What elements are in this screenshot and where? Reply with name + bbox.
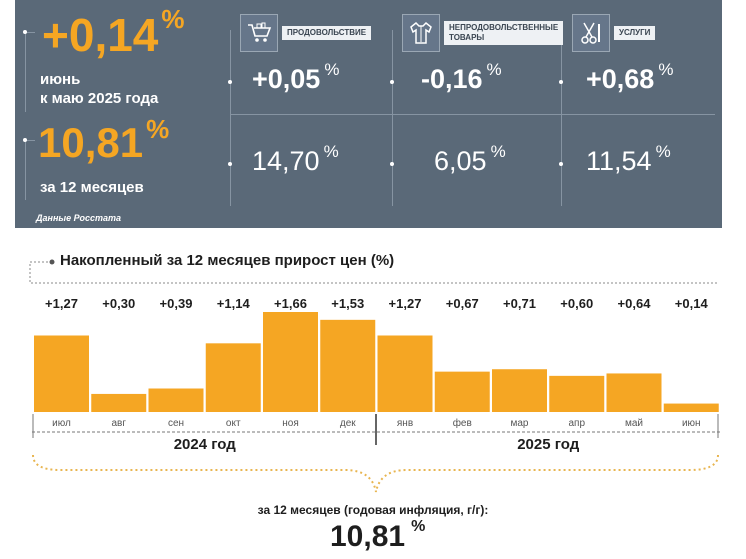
divider: [561, 30, 562, 206]
bar-авг: [91, 393, 147, 412]
marker-dot: [390, 162, 394, 166]
marker-dot: [559, 80, 563, 84]
bar-июн: [663, 403, 719, 412]
data-label-окт: +1,14: [217, 296, 251, 311]
annual-change-value: 10,81%: [38, 114, 170, 166]
month-label-дек: дек: [340, 418, 356, 429]
category-services-header: УСЛУГИ: [572, 14, 656, 52]
data-label-янв: +1,27: [389, 296, 422, 311]
bar-дек: [320, 319, 376, 412]
marker-dot: [23, 30, 27, 34]
annual-change-label: за 12 месяцев: [40, 179, 144, 196]
data-label-дек: +1,53: [331, 296, 364, 311]
month-label-июл: июл: [52, 418, 71, 429]
category-food-label: ПРОДОВОЛЬСТВИЕ: [282, 26, 372, 40]
category-nonfood-label: НЕПРОДОВОЛЬСТВЕННЫЕ ТОВАРЫ: [444, 21, 564, 45]
divider: [25, 140, 26, 200]
marker-dot: [390, 80, 394, 84]
data-label-сен: +0,39: [160, 296, 193, 311]
food-monthly-value: +0,05%: [252, 60, 340, 94]
category-nonfood-header: НЕПРОДОВОЛЬСТВЕННЫЕ ТОВАРЫ: [402, 14, 564, 52]
title-connector: [29, 261, 717, 284]
bar-янв: [377, 335, 433, 412]
divider: [25, 32, 35, 33]
month-label-апр: апр: [568, 418, 585, 429]
nonfood-annual-value: 6,05%: [434, 142, 506, 176]
bar-мар: [492, 369, 547, 412]
data-label-май: +0,64: [618, 296, 652, 311]
bar-сен: [148, 388, 204, 412]
clothing-icon: [402, 14, 440, 52]
source-note: Данные Росстата: [36, 213, 121, 223]
divider: [25, 140, 35, 141]
divider: [25, 32, 26, 112]
divider: [230, 114, 715, 115]
data-label-авг: +0,30: [102, 296, 135, 311]
food-annual-value: 14,70%: [252, 142, 339, 176]
year-label-0: 2024 год: [174, 436, 237, 453]
data-label-июл: +1,27: [45, 296, 78, 311]
category-services-label: УСЛУГИ: [614, 26, 656, 40]
bar-окт: [205, 343, 261, 412]
bar-июл: [34, 335, 89, 412]
services-annual-value: 11,54%: [586, 142, 671, 176]
data-label-апр: +0,60: [560, 296, 593, 311]
month-label-фев: фев: [453, 417, 472, 429]
month-label-сен: сен: [168, 418, 184, 429]
month-label-июн: июн: [682, 418, 701, 429]
annual-inflation-label: за 12 месяцев (годовая инфляция, г/г):: [257, 503, 489, 517]
bar-фев: [434, 371, 490, 412]
chart-title: Накопленный за 12 месяцев прирост цен (%…: [60, 252, 395, 269]
month-label-мар: мар: [511, 418, 529, 429]
year-label-1: 2025 год: [517, 436, 580, 453]
bar-ноя: [263, 312, 318, 412]
marker-dot: [23, 138, 27, 142]
data-label-мар: +0,71: [503, 296, 536, 311]
marker-dot: [228, 162, 232, 166]
monthly-change-label: июнь к маю 2025 года: [40, 71, 159, 107]
bar-май: [606, 373, 662, 412]
marker-dot: [559, 162, 563, 166]
year-brace: [32, 454, 719, 493]
title-dot: [49, 259, 55, 265]
marker-dot: [228, 80, 232, 84]
data-label-ноя: +1,66: [274, 296, 307, 311]
scissors-tools-icon: [572, 14, 610, 52]
month-label-ноя: ноя: [282, 418, 299, 429]
shopping-cart-icon: [240, 14, 278, 52]
data-label-фев: +0,67: [446, 296, 479, 311]
divider: [230, 30, 231, 206]
month-label-май: май: [625, 418, 643, 429]
monthly-change-value: +0,14%: [42, 4, 185, 61]
data-label-июн: +0,14: [675, 296, 709, 311]
bar-апр: [549, 375, 605, 412]
month-label-янв: янв: [397, 418, 413, 429]
bar-chart: +1,27 +0,30 +0,39 +1,14 +1,66 +1,53 +1,27 +0,67…: [34, 296, 719, 453]
annual-inflation-value: 10,81%: [330, 518, 426, 553]
month-label-авг: авг: [111, 418, 126, 429]
nonfood-monthly-value: -0,16%: [421, 60, 502, 94]
month-label-окт: окт: [226, 418, 241, 429]
divider: [392, 30, 393, 206]
category-food-header: ПРОДОВОЛЬСТВИЕ: [240, 14, 372, 52]
services-monthly-value: +0,68%: [586, 60, 674, 94]
